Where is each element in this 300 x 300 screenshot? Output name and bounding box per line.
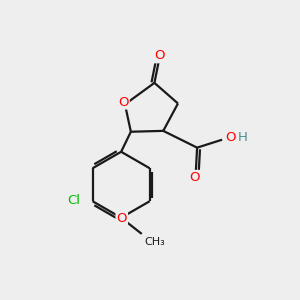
Text: O: O (154, 49, 165, 62)
Text: CH₃: CH₃ (144, 237, 165, 247)
Text: H: H (238, 131, 247, 144)
Text: Cl: Cl (67, 194, 80, 207)
Text: O: O (118, 95, 129, 109)
Text: O: O (226, 131, 236, 144)
Text: O: O (116, 212, 127, 225)
Text: O: O (189, 171, 200, 184)
